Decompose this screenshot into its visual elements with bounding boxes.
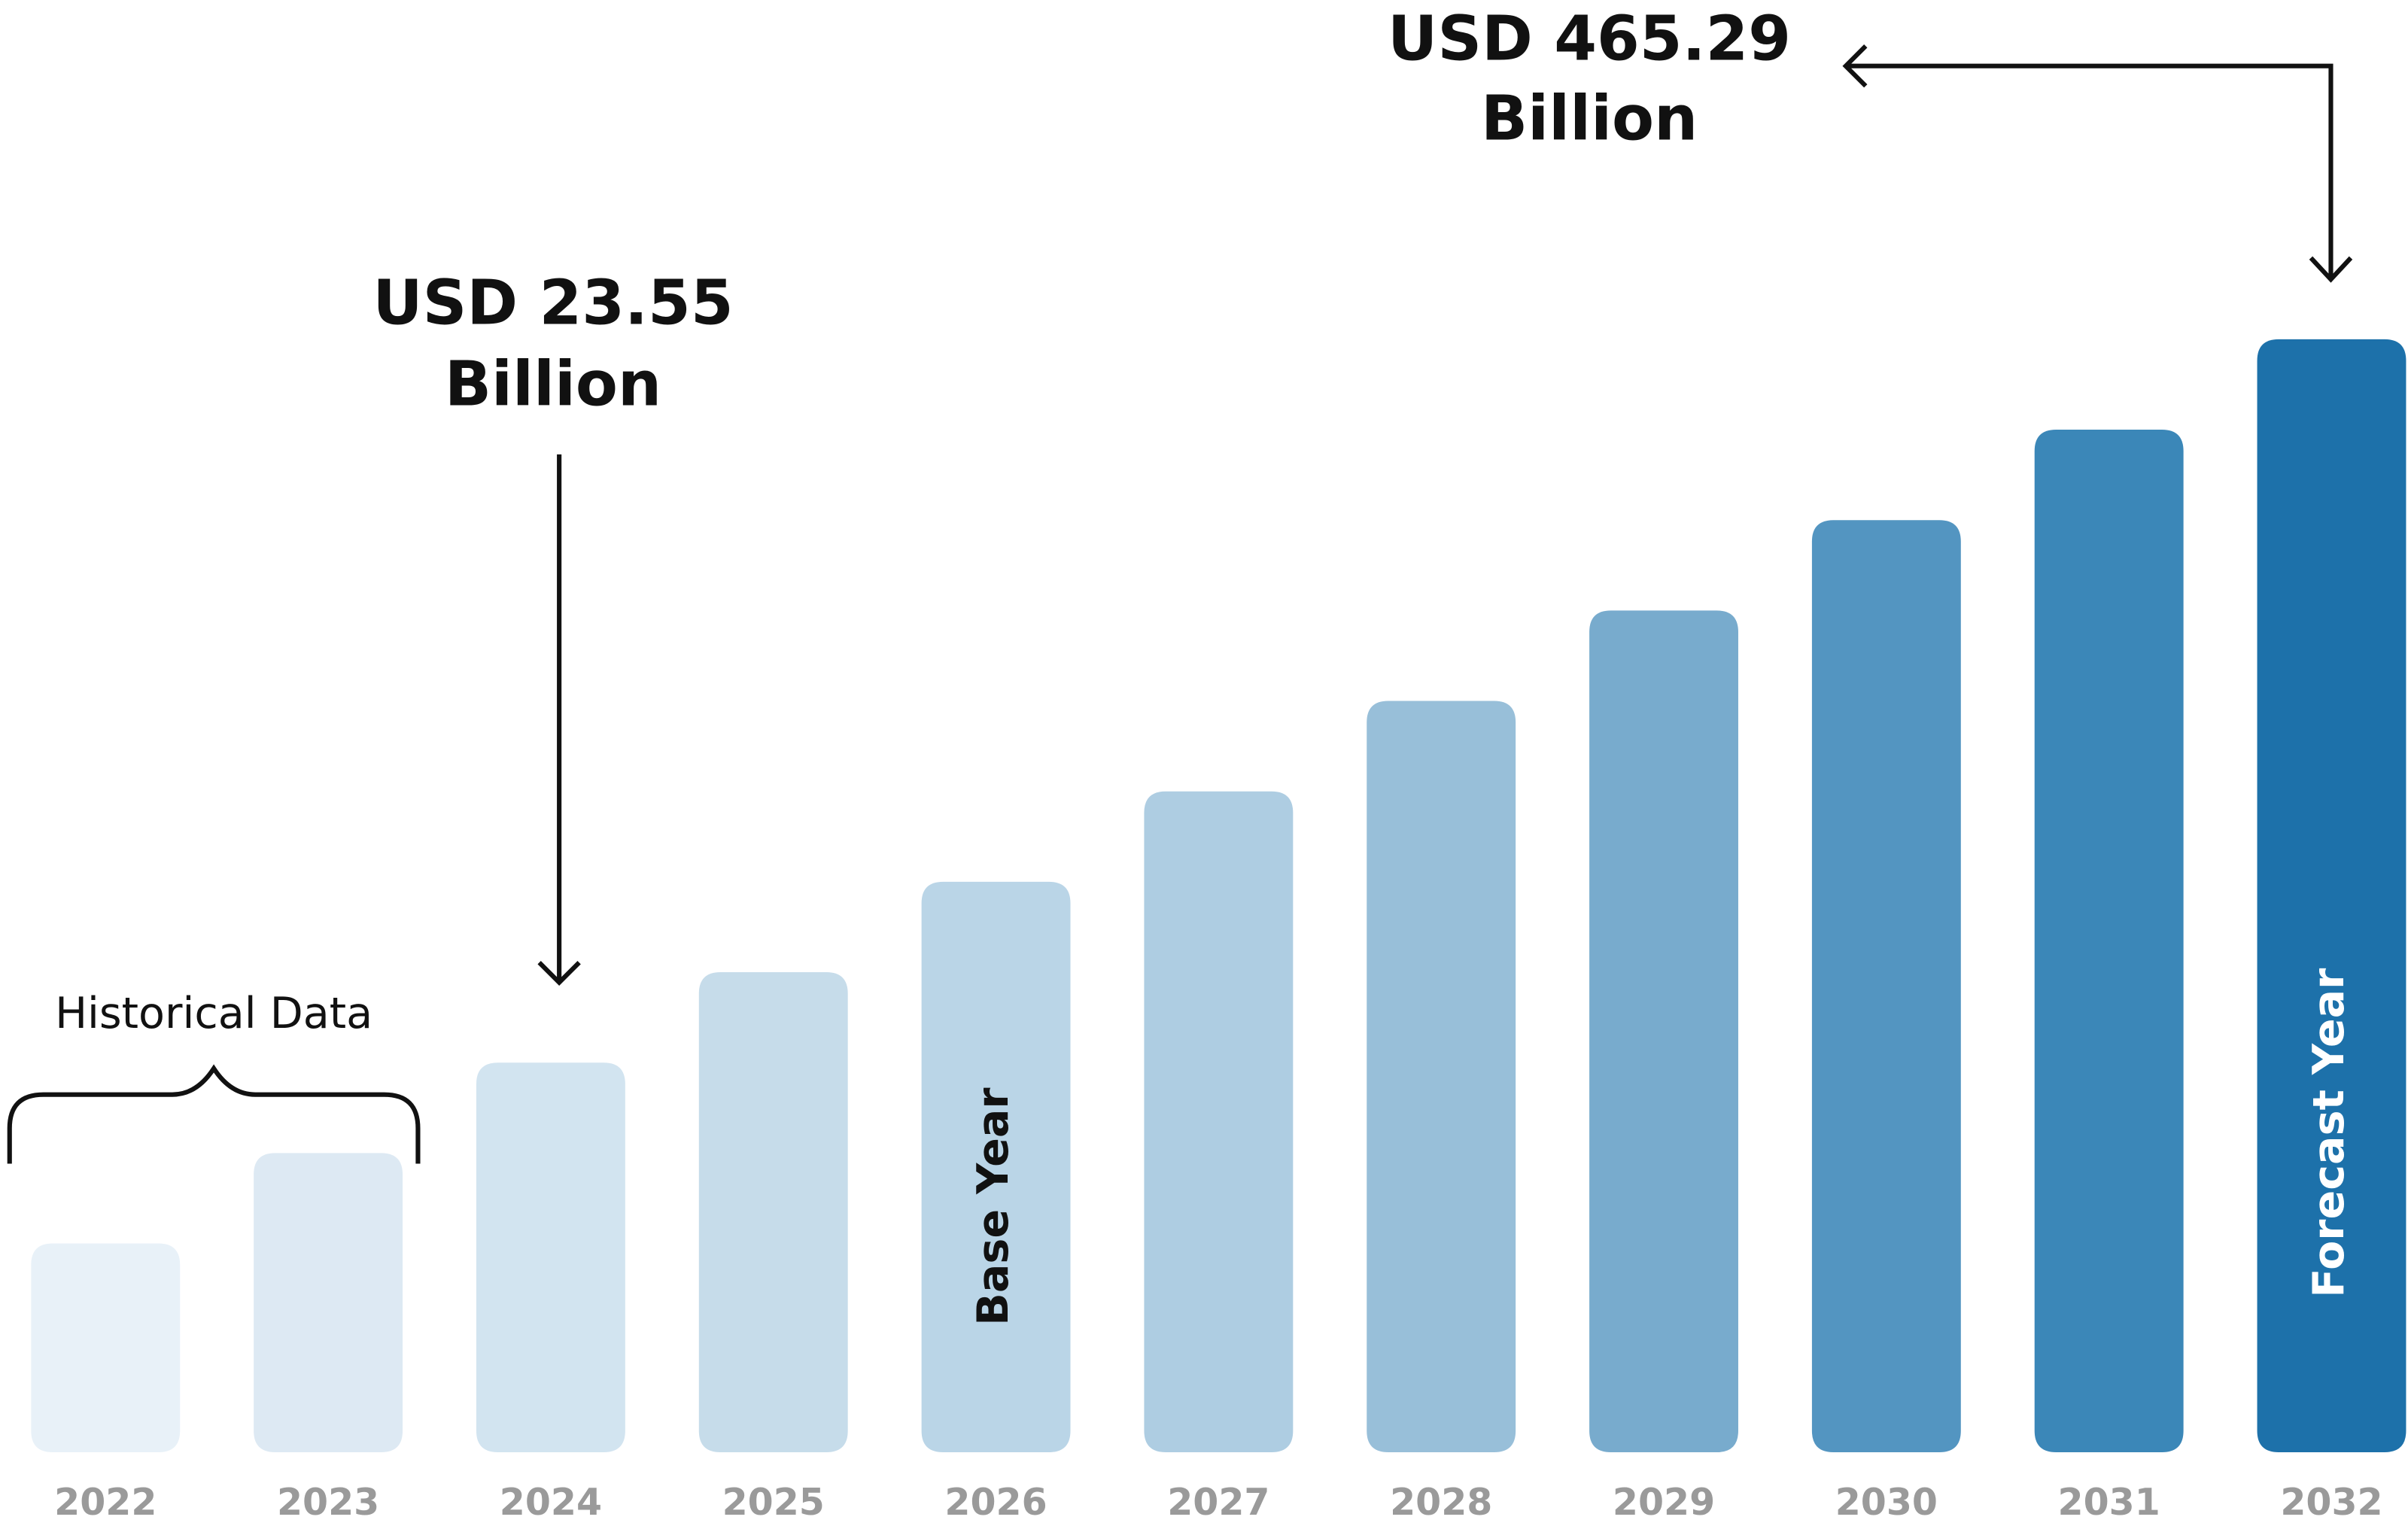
bar — [2034, 430, 2184, 1452]
x-tick-label: 2031 — [2058, 1481, 2160, 1524]
x-tick-label: 2023 — [277, 1481, 379, 1524]
annotation: USD 23.55 — [372, 267, 733, 339]
bar — [921, 881, 1071, 1452]
historical-label: Historical Data — [55, 989, 372, 1038]
annotation: USD 465.29 — [1388, 4, 1791, 75]
x-tick-label: 2027 — [1167, 1481, 1269, 1524]
x-tick-label: 2024 — [500, 1481, 602, 1524]
bar-label: Base Year — [968, 1087, 1018, 1325]
x-tick-label: 2032 — [2280, 1481, 2382, 1524]
bar — [254, 1153, 403, 1452]
annotation: Billion — [1481, 84, 1698, 155]
historical-brace — [7, 1064, 421, 1164]
bar — [2257, 339, 2406, 1452]
x-tick-label: 2022 — [54, 1481, 157, 1524]
x-tick-label: 2026 — [944, 1481, 1047, 1524]
annotation: Billion — [445, 349, 661, 421]
bar-label: Forecast Year — [2304, 968, 2354, 1298]
x-tick-label: 2025 — [722, 1481, 825, 1524]
bar — [1811, 520, 1961, 1452]
bar — [1144, 791, 1294, 1452]
arrow-2032 — [1842, 44, 2353, 283]
x-tick-label: 2030 — [1835, 1481, 1938, 1524]
bar — [1589, 610, 1738, 1452]
x-tick-label: 2029 — [1613, 1481, 1715, 1524]
x-tick-label: 2028 — [1390, 1481, 1492, 1524]
bar — [1367, 701, 1516, 1452]
bar — [698, 972, 848, 1452]
arrow-2024 — [537, 454, 581, 986]
bar — [31, 1243, 181, 1452]
bar — [476, 1062, 625, 1452]
